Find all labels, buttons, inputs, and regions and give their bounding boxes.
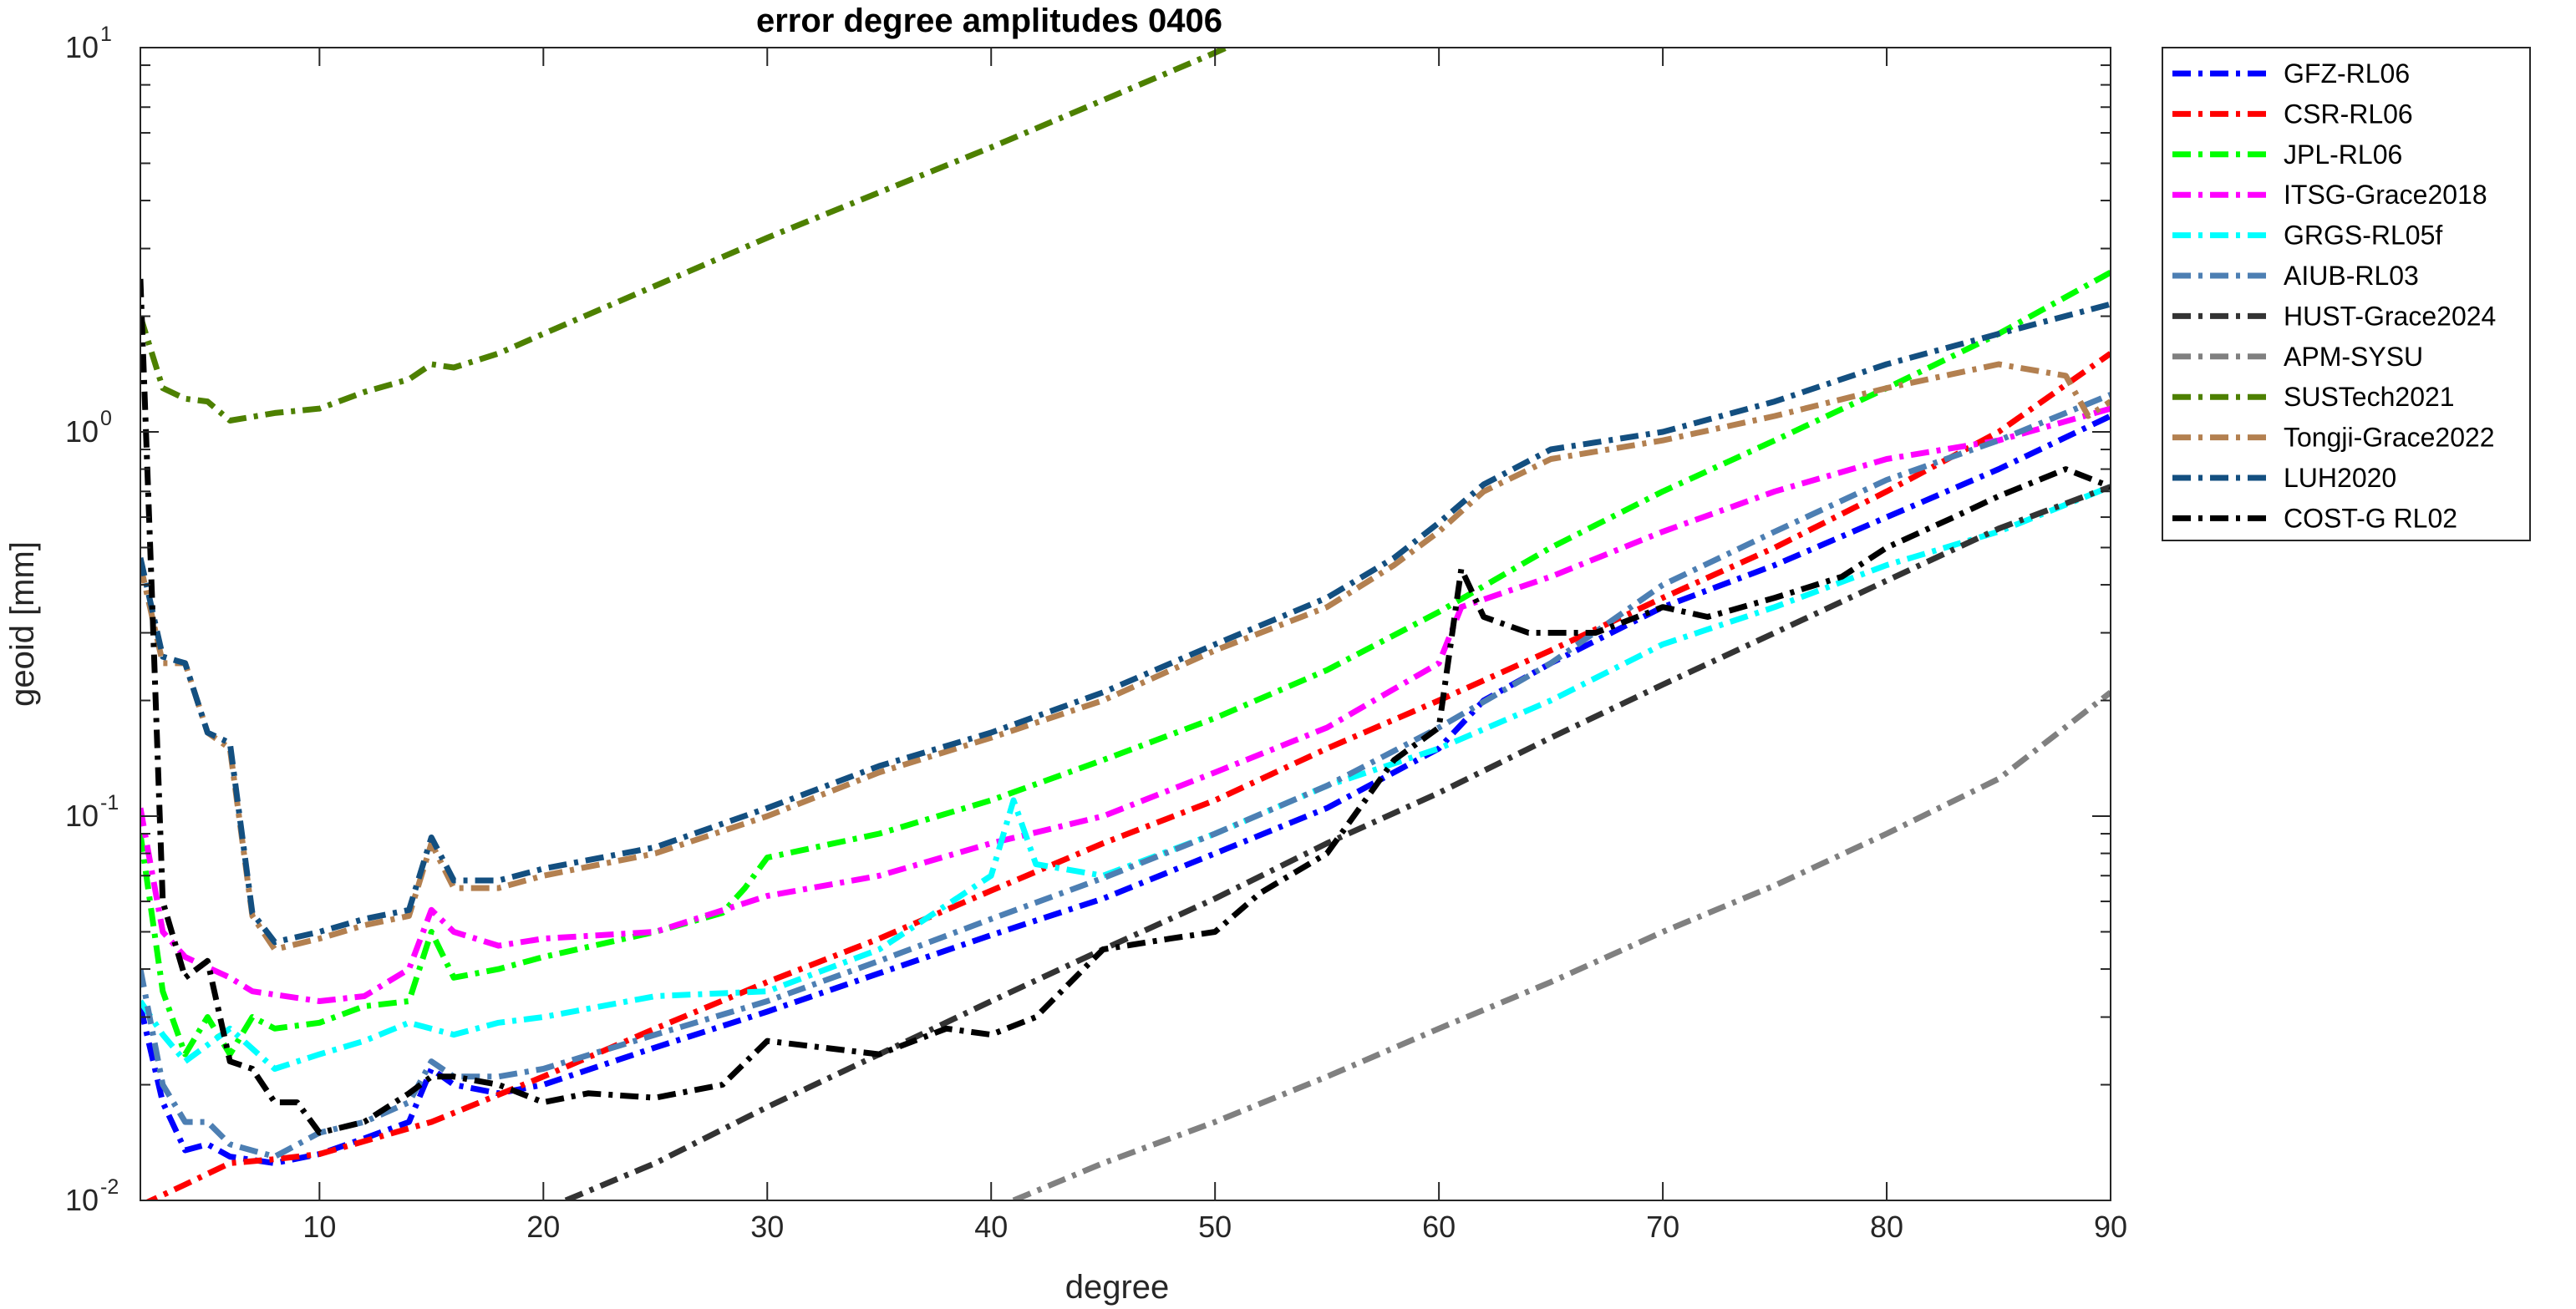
series-line-1 — [144, 351, 2111, 1200]
y-tick-label-base: 10 — [65, 1183, 99, 1217]
y-tick-label-exponent: -2 — [100, 1175, 119, 1199]
series-line-7 — [1012, 690, 2111, 1200]
series-line-5 — [140, 392, 2111, 1160]
series-line-9 — [140, 361, 2111, 952]
y-tick-label-exponent: 0 — [100, 407, 112, 430]
series-line-10 — [140, 301, 2111, 946]
legend-label-3: ITSG-Grace2018 — [2284, 180, 2487, 210]
series-layer — [140, 48, 2111, 1200]
legend: GFZ-RL06 CSR-RL06 JPL-RL06 ITSG-Grace2018 GR… — [2162, 47, 2531, 541]
legend-label-4: GRGS-RL05f — [2284, 221, 2442, 251]
legend-label-0: GFZ-RL06 — [2284, 58, 2410, 89]
series-line-8 — [140, 48, 1234, 424]
x-tick-label: 80 — [1870, 1210, 1903, 1244]
legend-label-11: COST-G RL02 — [2284, 503, 2457, 533]
legend-label-2: JPL-RL06 — [2284, 140, 2402, 170]
legend-label-1: CSR-RL06 — [2284, 99, 2413, 129]
x-tick-label: 60 — [1422, 1210, 1456, 1244]
legend-items: GFZ-RL06 CSR-RL06 JPL-RL06 ITSG-Grace2018 GR… — [2172, 58, 2496, 533]
x-tick-label: 90 — [2094, 1210, 2127, 1244]
series-line-3 — [140, 405, 2111, 1004]
plot-frame — [140, 47, 2111, 1201]
plot-area — [140, 48, 2111, 1200]
x-tick-label: 20 — [526, 1210, 560, 1244]
x-tick-label: 40 — [974, 1210, 1008, 1244]
y-tick-label-exponent: -1 — [100, 791, 119, 814]
legend-box — [2162, 47, 2531, 541]
legend-label-8: SUSTech2021 — [2284, 382, 2455, 412]
x-tick-label: 10 — [302, 1210, 336, 1244]
legend-label-7: APM-SYSU — [2284, 342, 2423, 372]
legend-label-10: LUH2020 — [2284, 463, 2396, 493]
legend-label-5: AIUB-RL03 — [2284, 261, 2419, 291]
series-line-6 — [564, 484, 2111, 1200]
series-line-2 — [140, 270, 2111, 1058]
chart-title: error degree amplitudes 0406 — [756, 3, 1222, 39]
y-axis-label: geoid [mm] — [4, 541, 41, 707]
legend-label-6: HUST-Grace2024 — [2284, 301, 2496, 331]
x-tick-label: 70 — [1646, 1210, 1679, 1244]
x-tick-label: 50 — [1198, 1210, 1232, 1244]
series-line-11 — [140, 278, 2111, 1136]
y-tick-label-base: 10 — [65, 799, 99, 833]
y-tick-label-exponent: 1 — [100, 23, 112, 46]
x-tick-label: 30 — [750, 1210, 784, 1244]
series-line-4 — [140, 484, 2111, 1072]
y-tick-label-base: 10 — [65, 30, 99, 64]
legend-label-9: Tongji-Grace2022 — [2284, 423, 2495, 453]
y-tick-label-base: 10 — [65, 414, 99, 449]
x-axis-label: degree — [1065, 1269, 1170, 1306]
